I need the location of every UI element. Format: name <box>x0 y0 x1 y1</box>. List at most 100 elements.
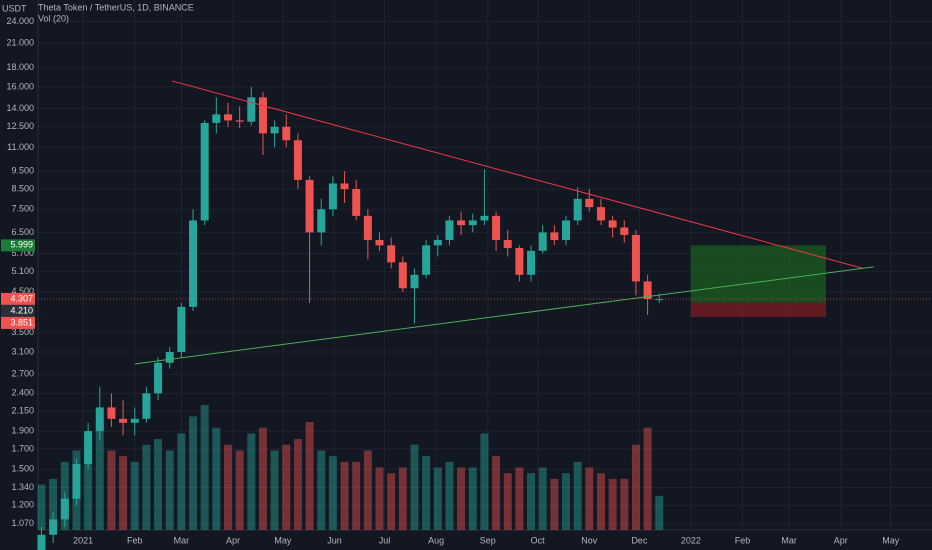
price-tag-bg <box>1 316 35 329</box>
volume-bar <box>410 444 419 530</box>
price-tag: 4.210 <box>10 305 33 315</box>
candle-body <box>573 198 582 221</box>
volume-bar <box>352 461 361 530</box>
x-tick-label: Jul <box>379 535 391 545</box>
candle-body <box>270 126 279 134</box>
candle-body <box>60 498 69 520</box>
x-tick-label: 2022 <box>681 535 701 545</box>
candle-body <box>258 97 267 134</box>
candle-body <box>375 240 384 246</box>
y-tick-label: 5.100 <box>11 266 34 276</box>
volume-bar <box>608 478 617 530</box>
candle-body <box>119 418 128 423</box>
volume-bar <box>655 495 664 530</box>
volume-bar <box>433 467 442 530</box>
stop-zone <box>690 302 826 317</box>
volume-bar <box>596 473 605 530</box>
candle-body <box>596 207 605 221</box>
candle-body <box>328 183 337 210</box>
chart-title: Theta Token / TetherUS, 1D, BINANCE <box>38 2 194 12</box>
candle-body <box>317 209 326 233</box>
candle-body <box>154 362 163 394</box>
y-tick-label: 21.000 <box>6 37 34 47</box>
volume-bar <box>293 439 302 530</box>
y-tick-label: 12.500 <box>6 121 34 131</box>
candle-body <box>387 245 396 263</box>
price-tag-bg <box>1 304 35 317</box>
volume-bar <box>492 456 501 530</box>
y-tick-label: 4.500 <box>11 286 34 296</box>
candle-body <box>49 519 58 535</box>
candle-body <box>130 418 139 423</box>
candle-body <box>422 245 431 275</box>
x-tick-label: Nov <box>581 535 598 545</box>
volume-bar <box>363 450 372 530</box>
candle-body <box>165 352 174 363</box>
y-tick-label: 3.100 <box>11 346 34 356</box>
volume-bar <box>142 444 151 530</box>
volume-bar <box>387 473 396 530</box>
volume-bar <box>84 439 93 530</box>
y-tick-label: 1.500 <box>11 464 34 474</box>
candle-body <box>550 232 559 241</box>
candle-body <box>655 299 664 301</box>
candle-body <box>200 122 209 221</box>
candle-body <box>363 215 372 241</box>
candle-body <box>515 248 524 275</box>
candle-body <box>37 534 46 550</box>
x-tick-label: Oct <box>531 535 546 545</box>
volume-bar <box>189 416 198 530</box>
volume-bar <box>165 450 174 530</box>
axis-unit: USDT <box>2 3 27 13</box>
x-tick-label: Feb <box>735 535 751 545</box>
volume-bar <box>223 444 232 530</box>
candle-body <box>212 114 221 123</box>
candle-body <box>562 220 571 241</box>
volume-bar <box>480 433 489 530</box>
candle-body <box>247 97 256 122</box>
candle-body <box>585 198 594 208</box>
y-tick-label: 24.000 <box>6 16 34 26</box>
trendline <box>171 80 863 269</box>
volume-bar <box>445 461 454 530</box>
candle-body <box>305 179 314 233</box>
volume-bar <box>550 478 559 530</box>
volume-bar <box>119 456 128 530</box>
indicator-label: Vol (20) <box>38 13 69 23</box>
candle-body <box>142 393 151 419</box>
candle-body <box>235 120 244 122</box>
x-tick-label: May <box>274 535 292 545</box>
candle-body <box>95 407 104 432</box>
candle-body <box>503 240 512 249</box>
candle-body <box>538 232 547 251</box>
volume-bar <box>468 467 477 530</box>
y-tick-label: 2.150 <box>11 405 34 415</box>
volume-bar <box>620 478 629 530</box>
volume-bar <box>631 444 640 530</box>
candle-body <box>631 234 640 282</box>
y-tick-label: 2.400 <box>11 388 34 398</box>
candle-body <box>107 407 116 419</box>
volume-bar <box>317 450 326 530</box>
candle-body <box>223 114 232 121</box>
y-tick-label: 5.700 <box>11 248 34 258</box>
price-tag: 4.307 <box>10 293 33 303</box>
y-tick-label: 8.500 <box>11 183 34 193</box>
y-tick-label: 11.000 <box>7 142 34 152</box>
y-tick-label: 6.500 <box>11 227 34 237</box>
volume-bar <box>49 478 58 530</box>
candle-body <box>352 189 361 216</box>
price-tag: 3.851 <box>10 317 33 327</box>
candle-body <box>608 220 617 228</box>
candle-body <box>410 274 419 289</box>
volume-bar <box>200 405 209 530</box>
x-tick-label: Jun <box>327 535 342 545</box>
volume-bar <box>643 427 652 530</box>
candle-body <box>177 306 186 353</box>
volume-bar <box>258 427 267 530</box>
x-tick-label: Mar <box>781 535 797 545</box>
volume-bar <box>235 450 244 530</box>
volume-bar <box>282 444 291 530</box>
candle-body <box>293 140 302 180</box>
